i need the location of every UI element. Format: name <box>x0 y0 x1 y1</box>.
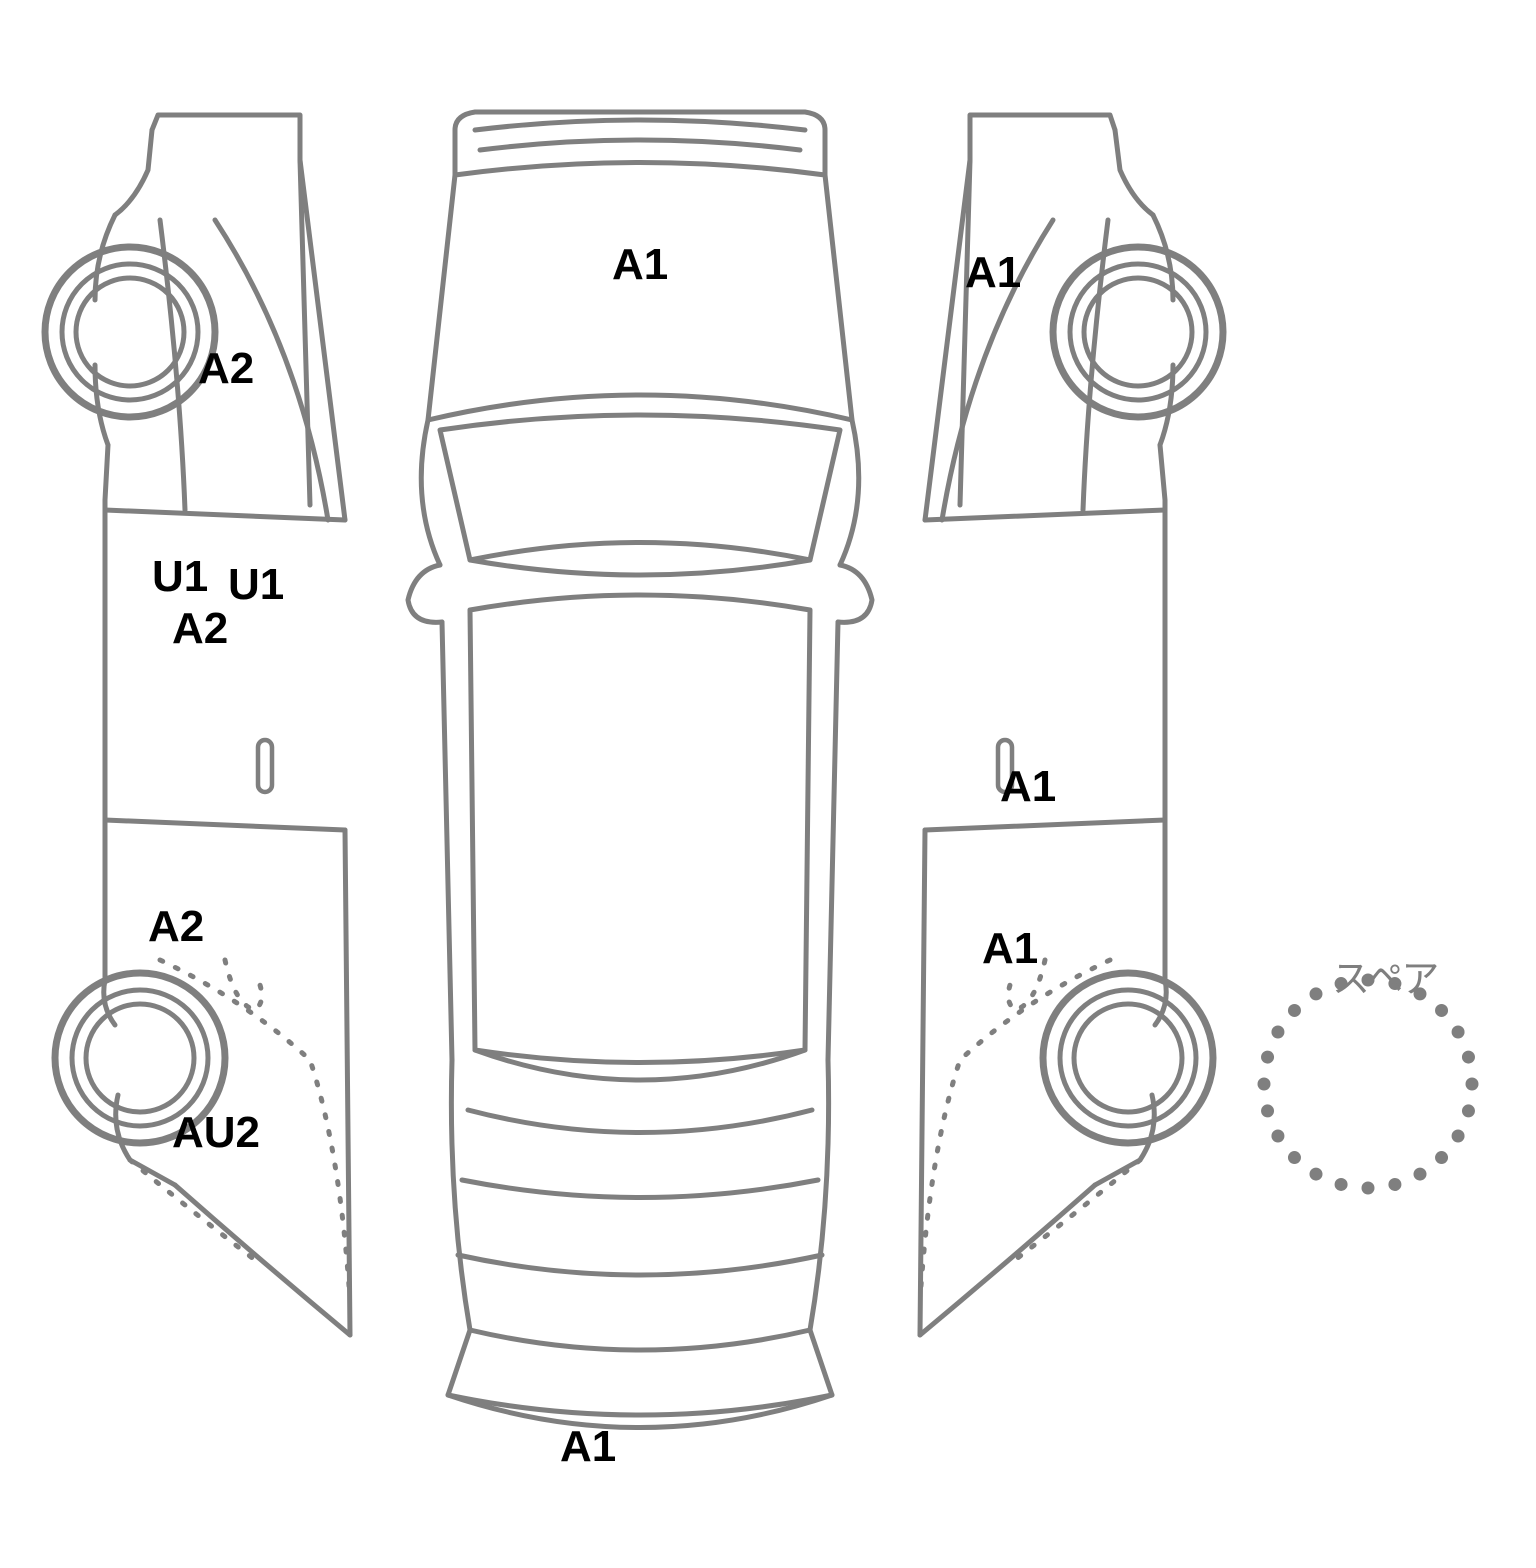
damage-label-right-front-fender: A1 <box>965 248 1021 298</box>
damage-label-left-front-door: A2 <box>172 604 228 654</box>
vehicle-outline-svg <box>0 0 1536 1568</box>
damage-label-left-front-door-upper-b: U1 <box>228 560 284 610</box>
vehicle-diagram: A1A1A2U1U1A2A1A2A1AU2A1スペア <box>0 0 1536 1568</box>
damage-label-left-front-fender: A2 <box>198 344 254 394</box>
damage-label-left-rear-door: A2 <box>148 902 204 952</box>
damage-label-rear-bumper: A1 <box>560 1422 616 1472</box>
damage-label-left-rear-fender: AU2 <box>172 1108 260 1158</box>
damage-label-right-front-door: A1 <box>1000 762 1056 812</box>
damage-label-hood: A1 <box>612 240 668 290</box>
damage-label-right-rear-door: A1 <box>982 924 1038 974</box>
spare-tire-label: スペア <box>1332 948 1437 1003</box>
damage-label-left-front-door-upper-a: U1 <box>152 552 208 602</box>
